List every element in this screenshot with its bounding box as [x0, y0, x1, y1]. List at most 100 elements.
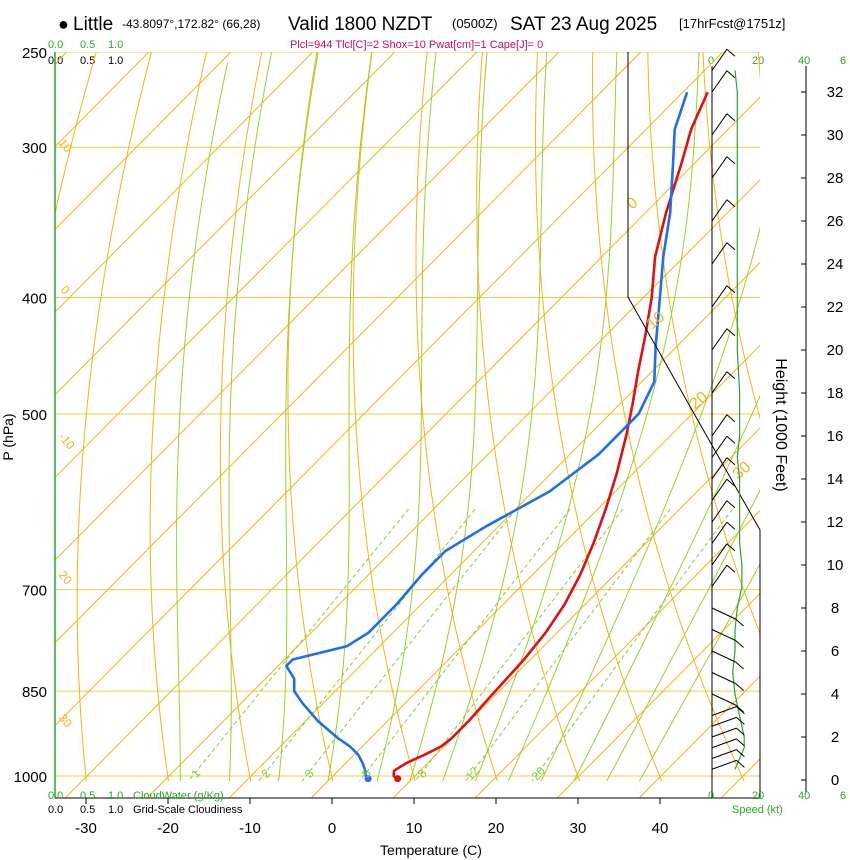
moist-adiabat	[327, 52, 373, 782]
height-tick-label: 16	[827, 428, 844, 445]
wind-barb	[711, 543, 728, 566]
wind-barb-flag	[736, 706, 745, 714]
isotherm	[55, 52, 478, 479]
wind-barb	[711, 564, 728, 587]
mixing-ratio-line	[258, 508, 476, 782]
isotherm	[55, 52, 150, 148]
height-tick-label: 6	[831, 643, 839, 660]
moist-adiabat	[409, 52, 488, 782]
wind-barb-flag	[736, 759, 745, 768]
wind-barb-flag	[735, 640, 744, 648]
dry-adiabat	[76, 52, 152, 782]
x-tick-label: 30	[570, 820, 587, 837]
height-tick-label: 26	[827, 213, 844, 230]
isotherm	[55, 52, 396, 396]
mixing-ratio-label: 3	[302, 766, 317, 780]
x-tick-label: -20	[157, 820, 179, 837]
theta-label: 0	[624, 194, 642, 213]
cloudiness-bottom-0: 0.0	[48, 804, 63, 816]
wind-barb-flag	[726, 285, 736, 294]
wind-barb	[711, 156, 728, 179]
x-tick-label: 40	[652, 820, 669, 837]
wind-barb	[711, 759, 737, 770]
wind-barb-flag	[726, 156, 736, 165]
wind-panel	[711, 48, 745, 798]
dry-adiabat	[219, 52, 263, 782]
dry-adiabat	[149, 52, 208, 782]
height-tick-label: 2	[831, 729, 839, 746]
wind-barb	[711, 693, 736, 706]
isotherm	[556, 592, 760, 798]
wind-barb-flag	[726, 500, 736, 509]
isotherm	[64, 96, 760, 798]
dry-adiabat	[476, 52, 581, 782]
speed-top-6: 6	[840, 55, 846, 67]
isotherm	[392, 427, 760, 798]
x-axis-title: Temperature (C)	[380, 842, 482, 858]
height-tick-label: 30	[827, 127, 844, 144]
wind-barb-flag	[726, 48, 736, 57]
wind-barb	[711, 650, 736, 663]
isotherm	[55, 52, 560, 561]
wind-barb	[711, 285, 728, 308]
wind-barb	[711, 629, 736, 641]
wind-barb-flag	[726, 521, 736, 530]
wind-barb	[711, 607, 736, 620]
wind-barb	[711, 716, 737, 727]
wind-barb-flag	[735, 618, 744, 627]
height-tick-label: 12	[827, 514, 844, 531]
isotherm	[55, 52, 314, 313]
cloudwater-bottom-05: 0.5	[80, 790, 95, 802]
temperature-curve	[392, 91, 709, 780]
wind-barb	[711, 521, 728, 544]
wind-barb-flag	[736, 727, 745, 736]
wind-barb-flag	[736, 716, 745, 725]
wind-barb	[711, 199, 728, 222]
wind-barb	[711, 242, 728, 265]
cloud-scale-top: 0.0 0.5 1.0 0.0 0.5 1.0	[48, 39, 123, 67]
x-tick-label: 10	[406, 820, 423, 837]
cloudiness-label: Grid-Scale Cloudiness	[133, 804, 243, 816]
wind-barb-flag	[726, 113, 736, 122]
moist-adiabat	[278, 52, 319, 782]
location-coords: -43.8097°,172.82° (66,28)	[122, 17, 260, 31]
wind-barb	[711, 70, 728, 93]
wind-barb-flag	[726, 435, 736, 444]
dry-adiabat-label: 20	[56, 568, 76, 587]
isotherm	[310, 344, 760, 798]
location-name: Little	[73, 14, 113, 35]
isotherm	[55, 52, 724, 727]
height-tick-label: 32	[827, 84, 844, 101]
dewpoint-surface-dot	[364, 775, 372, 783]
wind-barb-flag	[726, 478, 736, 487]
wind-barb-flag	[726, 328, 736, 337]
isotherm	[638, 675, 760, 798]
height-tick-label: 14	[827, 471, 844, 488]
dry-adiabat	[415, 52, 498, 782]
cloudwater-bottom-0: 0.0	[48, 790, 63, 802]
sounding-params: Plcl=944 Tlcl[C]=2 Shox=10 Pwat[cm]=1 Ca…	[290, 39, 543, 51]
wind-barb-flag	[726, 70, 736, 79]
wind-barb-flag	[726, 564, 736, 573]
dry-adiabat-label: 0	[58, 283, 73, 297]
moist-adiabat	[228, 52, 273, 782]
pressure-label-400: 400	[22, 290, 47, 307]
wind-barb	[711, 371, 728, 394]
wind-barb	[711, 500, 728, 523]
dry-adiabat-label: -10	[56, 430, 78, 453]
isotherm	[55, 52, 232, 231]
wind-barb-flag	[726, 414, 736, 423]
wind-barb-flag	[726, 457, 736, 466]
moist-adiabat	[606, 489, 760, 782]
moist-adiabat	[442, 52, 548, 782]
height-tick-label: 28	[827, 170, 844, 187]
mixing-ratio-line	[465, 508, 671, 782]
valid-date: SAT 23 Aug 2025	[510, 14, 657, 35]
x-tick-label: 20	[488, 820, 505, 837]
dry-adiabat	[813, 52, 850, 781]
height-tick-label: 20	[827, 342, 844, 359]
pressure-label-500: 500	[22, 407, 47, 424]
